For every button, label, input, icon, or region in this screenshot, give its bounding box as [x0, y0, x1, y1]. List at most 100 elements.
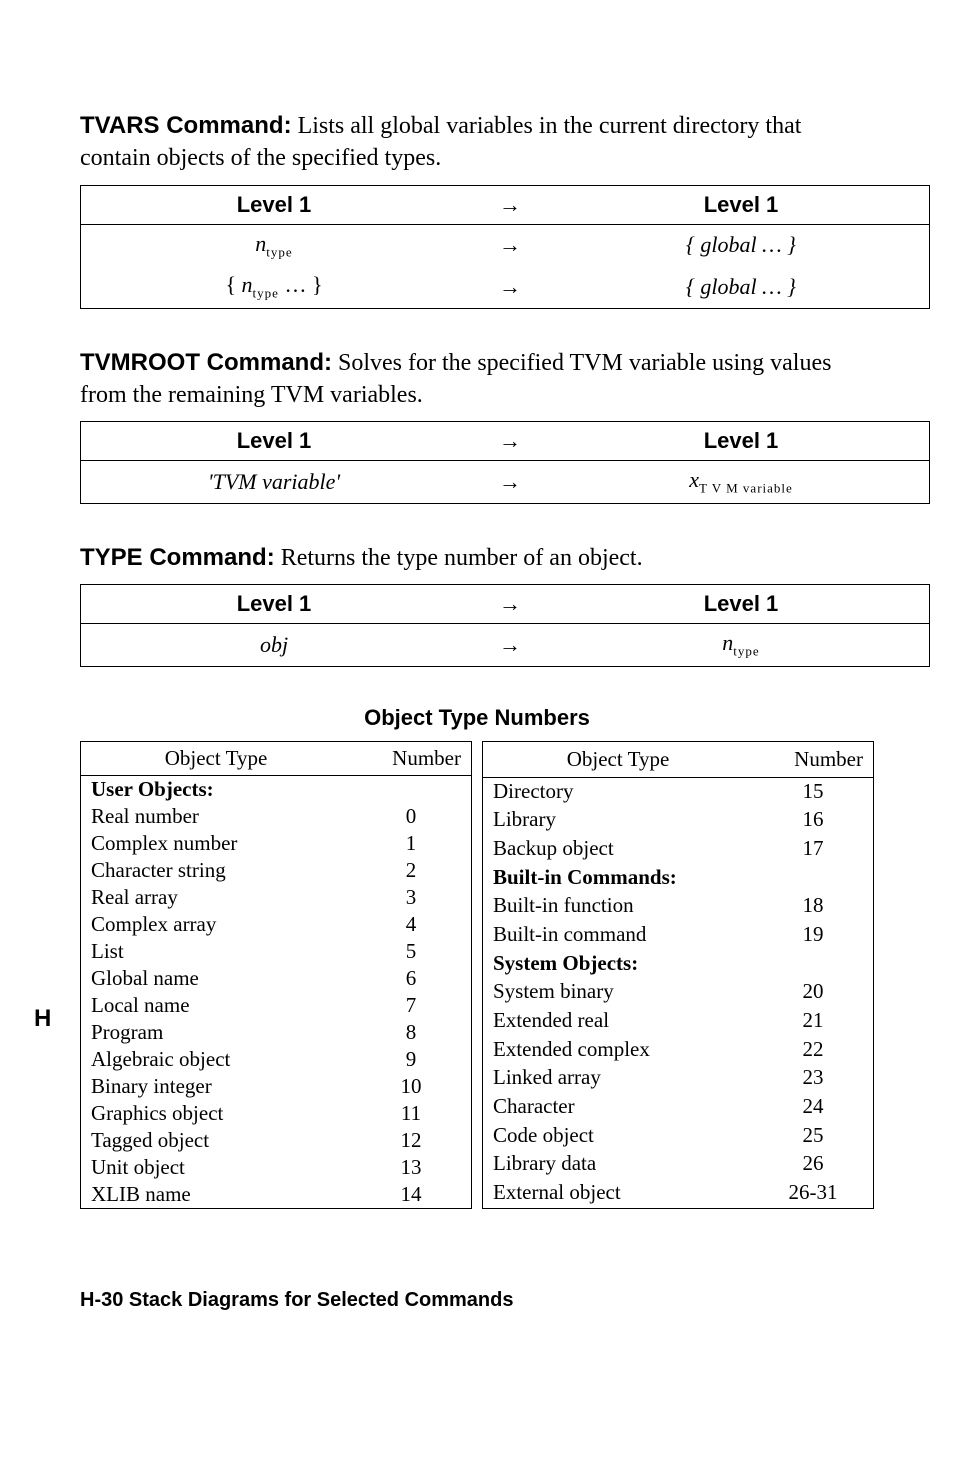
obj-type-number: 25 [753, 1122, 874, 1151]
obj-type-number: 26-31 [753, 1179, 874, 1208]
arrow-icon: → [467, 185, 553, 224]
obj-type-label: Program [81, 1019, 352, 1046]
tvars-name: TVARS Command: [80, 112, 292, 139]
obj-type-number: 5 [351, 938, 472, 965]
tvars-block: TVARS Command: Lists all global variable… [80, 110, 874, 309]
obj-type-label: Complex array [81, 911, 352, 938]
obj-type-number: 4 [351, 911, 472, 938]
table-row: Complex number1 [81, 830, 472, 857]
obj-type-label: Graphics object [81, 1100, 352, 1127]
type-header-out: Level 1 [553, 585, 930, 624]
object-types-tables: Object Type Number User Objects:Real num… [80, 741, 874, 1209]
type-name: TYPE Command: [80, 544, 275, 571]
obj-type-label: XLIB name [81, 1181, 352, 1209]
obj-type-number [753, 864, 874, 893]
table-row: Complex array4 [81, 911, 472, 938]
table-row: Tagged object12 [81, 1127, 472, 1154]
tvars-table: Level 1 → Level 1 ntype → { global … } {… [80, 185, 930, 309]
table-row: Graphics object11 [81, 1100, 472, 1127]
obj-type-label: External object [483, 1179, 754, 1208]
type-header-in: Level 1 [81, 585, 468, 624]
table-row: User Objects: [81, 775, 472, 803]
obj-type-label: Built-in function [483, 892, 754, 921]
table-row: Code object25 [483, 1122, 874, 1151]
table-row: List5 [81, 938, 472, 965]
table-row: Character24 [483, 1093, 874, 1122]
type-table: Level 1 → Level 1 obj → ntype [80, 584, 930, 666]
obj-type-label: Extended real [483, 1007, 754, 1036]
page-body: TVARS Command: Lists all global variable… [0, 0, 954, 1372]
tvars-row-out: { global … } [553, 224, 930, 266]
tvars-header-out: Level 1 [553, 185, 930, 224]
obj-type-number [351, 775, 472, 803]
obj-type-number: 20 [753, 978, 874, 1007]
table-row: Library data26 [483, 1150, 874, 1179]
obj-type-label: System Objects: [483, 950, 754, 979]
obj-type-number: 22 [753, 1036, 874, 1065]
arrow-icon: → [467, 585, 553, 624]
table-row: Unit object13 [81, 1154, 472, 1181]
type-heading: TYPE Command: Returns the type number of… [80, 542, 874, 574]
table-row: Built-in command19 [483, 921, 874, 950]
table-row: Built-in Commands: [483, 864, 874, 893]
obj-type-number: 12 [351, 1127, 472, 1154]
obj-type-label: Code object [483, 1122, 754, 1151]
obj-type-number: 15 [753, 777, 874, 806]
obj-type-label: Directory [483, 777, 754, 806]
obj-type-number: 11 [351, 1100, 472, 1127]
table-row: Extended complex22 [483, 1036, 874, 1065]
obj-type-label: Global name [81, 965, 352, 992]
tvars-row-out: { global … } [553, 266, 930, 308]
table-row: System binary20 [483, 978, 874, 1007]
table-row: Binary integer10 [81, 1073, 472, 1100]
obj-type-number: 7 [351, 992, 472, 1019]
obj-type-label: Binary integer [81, 1073, 352, 1100]
obj-type-label: Library [483, 806, 754, 835]
table-row: XLIB name14 [81, 1181, 472, 1209]
obj-type-number: 2 [351, 857, 472, 884]
obj-type-label: Character [483, 1093, 754, 1122]
tvars-header-in: Level 1 [81, 185, 468, 224]
arrow-icon: → [467, 224, 553, 266]
obj-type-number: 14 [351, 1181, 472, 1209]
table-row: External object26-31 [483, 1179, 874, 1208]
type-block: TYPE Command: Returns the type number of… [80, 542, 874, 667]
obj-type-label: System binary [483, 978, 754, 1007]
obj-type-label: Backup object [483, 835, 754, 864]
obj-type-number: 24 [753, 1093, 874, 1122]
obj-type-label: Built-in command [483, 921, 754, 950]
obj-type-label: Real number [81, 803, 352, 830]
obj-type-number: 18 [753, 892, 874, 921]
table-row: Global name6 [81, 965, 472, 992]
obj-type-number: 3 [351, 884, 472, 911]
obj-col-num: Number [351, 741, 472, 775]
obj-type-number: 6 [351, 965, 472, 992]
table-row: Extended real21 [483, 1007, 874, 1036]
table-row: Algebraic object9 [81, 1046, 472, 1073]
table-row: Program8 [81, 1019, 472, 1046]
arrow-icon: → [467, 461, 553, 503]
table-row: System Objects: [483, 950, 874, 979]
obj-type-number: 23 [753, 1064, 874, 1093]
object-types-title: Object Type Numbers [80, 705, 874, 731]
table-row: Real number0 [81, 803, 472, 830]
table-row: Real array3 [81, 884, 472, 911]
obj-type-number: 1 [351, 830, 472, 857]
table-row: Linked array23 [483, 1064, 874, 1093]
obj-type-label: User Objects: [81, 775, 352, 803]
table-row: Directory15 [483, 777, 874, 806]
obj-type-number: 9 [351, 1046, 472, 1073]
obj-type-label: Built-in Commands: [483, 864, 754, 893]
obj-col-num: Number [753, 741, 874, 777]
obj-type-number: 16 [753, 806, 874, 835]
obj-type-label: Local name [81, 992, 352, 1019]
arrow-icon: → [467, 624, 553, 666]
page-footer: H-30 Stack Diagrams for Selected Command… [80, 1289, 874, 1312]
obj-type-label: Library data [483, 1150, 754, 1179]
obj-type-number: 26 [753, 1150, 874, 1179]
arrow-icon: → [467, 266, 553, 308]
object-types-left: Object Type Number User Objects:Real num… [80, 741, 472, 1209]
tvmroot-block: TVMROOT Command: Solves for the specifie… [80, 347, 874, 504]
tvmroot-row-out: xT V M variable [553, 461, 930, 503]
object-types-right: Object Type Number Directory15Library16B… [482, 741, 874, 1209]
